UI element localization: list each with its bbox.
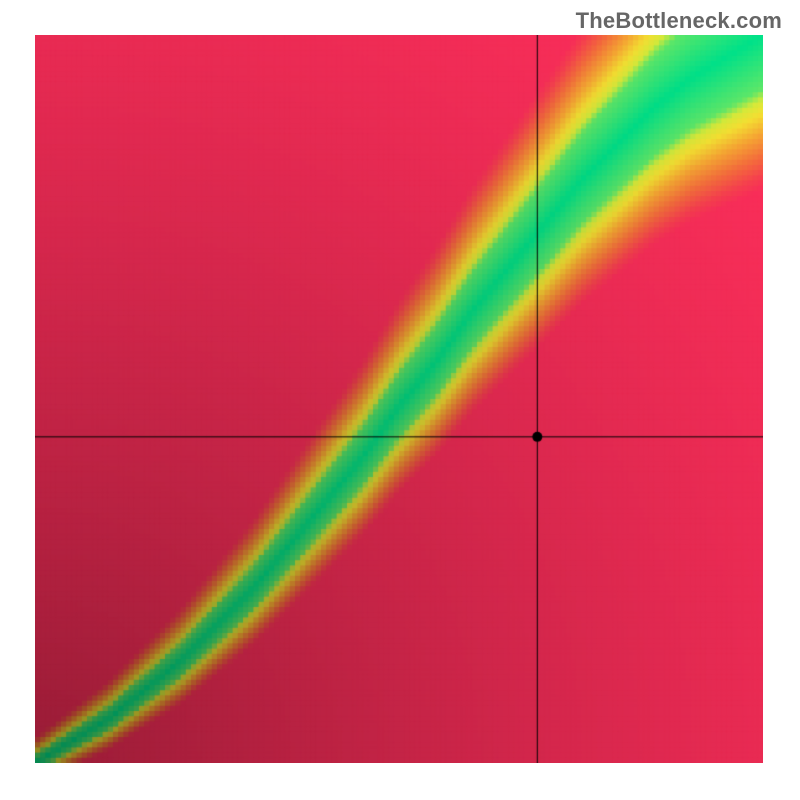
- chart-container: TheBottleneck.com: [0, 0, 800, 800]
- crosshair-overlay: [35, 35, 763, 763]
- plot-frame: [35, 35, 763, 763]
- watermark-text: TheBottleneck.com: [576, 8, 782, 34]
